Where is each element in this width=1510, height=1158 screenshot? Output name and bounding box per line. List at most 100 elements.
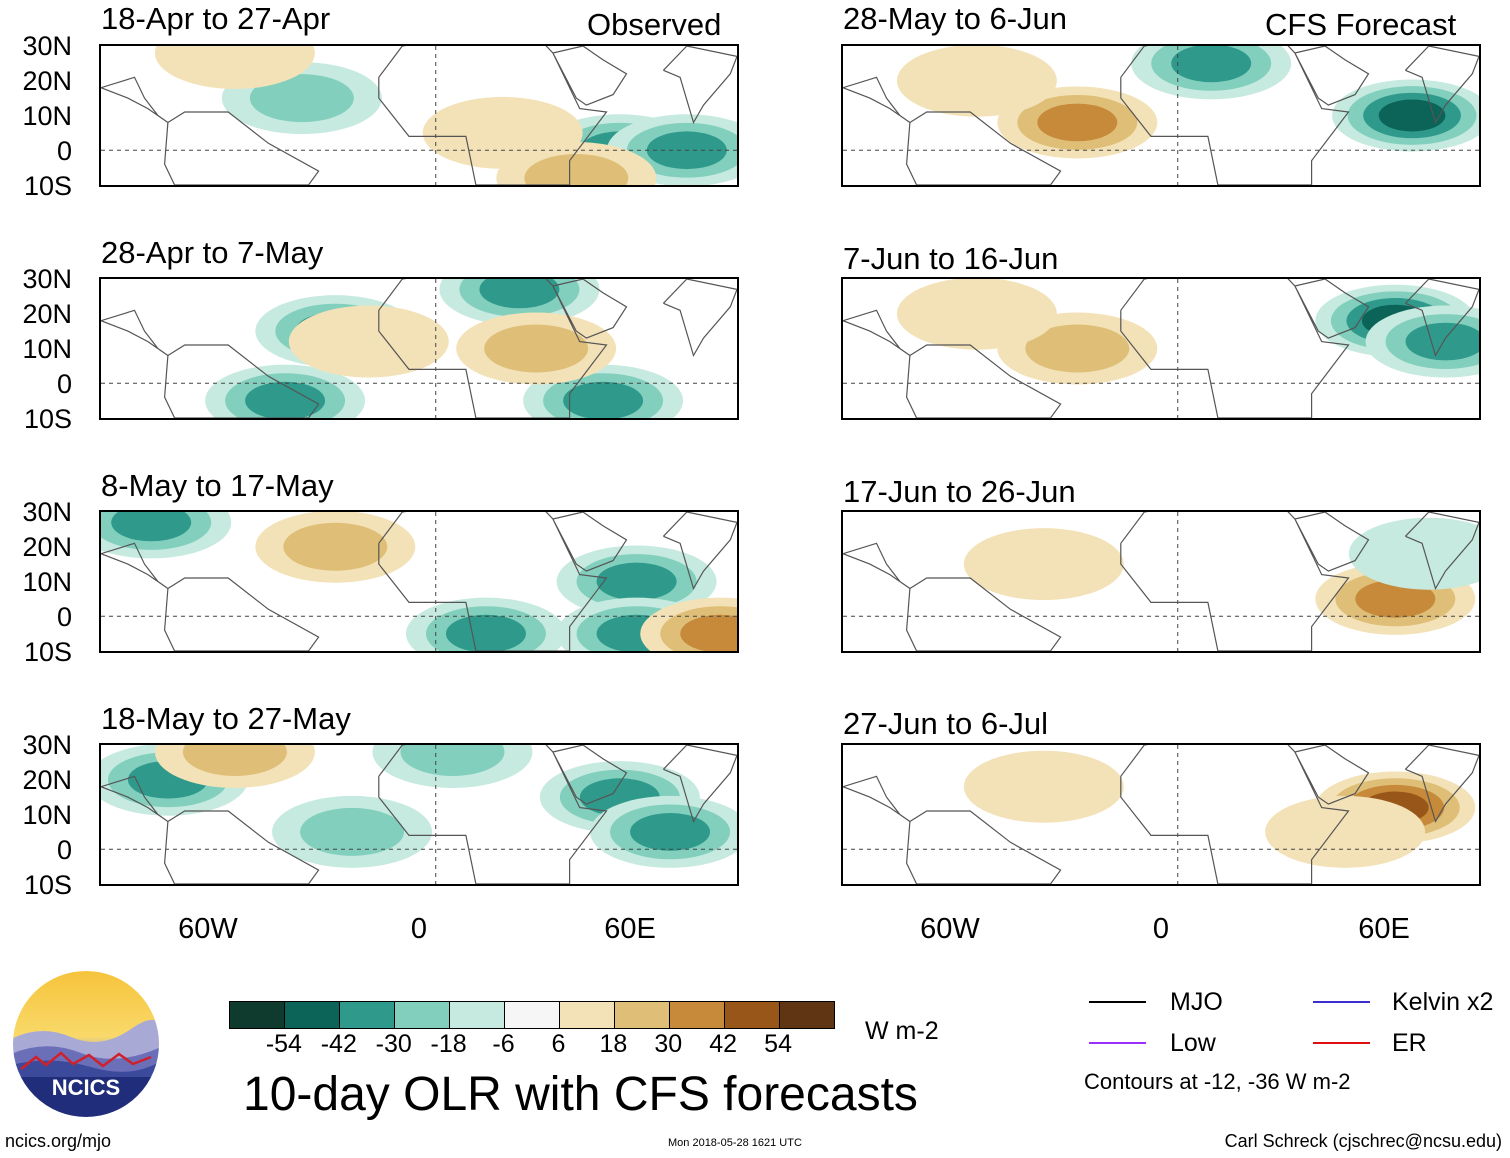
olr-anomaly-blob — [963, 750, 1124, 823]
footer-author: Carl Schreck (cjschrec@ncsu.edu) — [1224, 1131, 1502, 1151]
olr-anomaly-blob — [1171, 46, 1252, 83]
y-tick-panel3-10s: 10S — [23, 637, 72, 667]
header-cfs-forecast: CFS Forecast — [1265, 7, 1457, 42]
olr-anomaly-blob — [896, 279, 1057, 350]
footer-timestamp: Mon 2018-05-28 1621 UTC — [668, 1137, 802, 1149]
olr-anomaly-blob — [896, 46, 1057, 117]
map-svg-fcst-3 — [843, 512, 1479, 651]
olr-anomaly-blob — [245, 381, 326, 418]
olr-anomaly-blob — [288, 305, 449, 378]
olr-anomaly-blob — [300, 807, 405, 856]
olr-anomaly-blob — [1355, 580, 1436, 618]
panel-title-obs-4: 18-May to 27-May — [101, 701, 351, 736]
olr-anomaly-blob — [963, 528, 1124, 601]
legend-label-er: ER — [1392, 1029, 1427, 1057]
olr-anomaly-blob — [1378, 99, 1446, 132]
map-panel-fcst-4 — [841, 743, 1481, 886]
colorbar-tick-1: -42 — [320, 1030, 357, 1058]
y-tick-panel2-0: 0 — [56, 369, 72, 399]
panel-title-obs-2: 28-Apr to 7-May — [101, 235, 324, 270]
header-observed: Observed — [587, 7, 722, 42]
colorbar-swatch-2 — [340, 1002, 395, 1028]
panel-title-obs-1: 18-Apr to 27-Apr — [101, 1, 331, 36]
panel-title-fcst-3: 17-Jun to 26-Jun — [843, 474, 1076, 509]
y-tick-panel1-10n: 10N — [22, 101, 72, 131]
legend-line-er — [1313, 1042, 1370, 1044]
olr-anomaly-blob — [524, 154, 629, 185]
y-tick-panel1-0: 0 — [56, 136, 72, 166]
olr-anomaly-blob — [445, 614, 526, 651]
colorbar-tick-0: -54 — [265, 1030, 302, 1058]
olr-anomaly-blob — [154, 46, 315, 89]
olr-anomaly-blob — [680, 614, 737, 651]
x-tick-left-60e: 60E — [604, 913, 656, 945]
colorbar-swatch-0 — [230, 1002, 285, 1028]
colorbar-swatch-3 — [395, 1002, 450, 1028]
colorbar-tick-2: -30 — [375, 1030, 412, 1058]
legend-line-mjo — [1089, 1001, 1146, 1003]
olr-anomaly-blob — [400, 745, 505, 776]
map-panel-fcst-3 — [841, 510, 1481, 653]
map-panel-fcst-2 — [841, 277, 1481, 420]
olr-anomaly-blob — [1265, 795, 1426, 868]
y-tick-panel3-20n: 20N — [22, 532, 72, 562]
colorbar-tick-8: 42 — [709, 1030, 738, 1058]
y-tick-panel4-30n: 30N — [22, 730, 72, 760]
map-svg-obs-1 — [101, 46, 737, 185]
colorbar-swatch-1 — [285, 1002, 340, 1028]
map-svg-fcst-2 — [843, 279, 1479, 418]
olr-anomaly-blob — [111, 512, 192, 542]
map-svg-obs-4 — [101, 745, 737, 884]
map-svg-fcst-4 — [843, 745, 1479, 884]
x-tick-right-60w: 60W — [920, 913, 980, 945]
legend-label-kelvin: Kelvin x2 — [1392, 988, 1494, 1016]
panel-title-obs-3: 8-May to 17-May — [101, 468, 334, 503]
colorbar-swatch-8 — [670, 1002, 725, 1028]
olr-anomaly-blob — [630, 813, 711, 851]
panel-title-fcst-2: 7-Jun to 16-Jun — [843, 241, 1059, 276]
panel-title-fcst-4: 27-Jun to 6-Jul — [843, 706, 1049, 741]
x-tick-left-0: 0 — [410, 913, 428, 945]
map-svg-obs-2 — [101, 279, 737, 418]
olr-anomaly-blob — [1037, 103, 1118, 142]
colorbar-swatch-5 — [505, 1002, 560, 1028]
olr-anomaly-blob — [484, 324, 589, 373]
coastline — [843, 745, 1479, 884]
y-tick-panel3-30n: 30N — [22, 497, 72, 527]
colorbar-tick-5: 6 — [551, 1030, 566, 1058]
ncics-logo: NCICS — [11, 969, 161, 1119]
map-panel-obs-3 — [99, 510, 739, 653]
y-tick-panel4-0: 0 — [56, 835, 72, 865]
y-tick-panel3-10n: 10N — [22, 567, 72, 597]
y-tick-panel4-20n: 20N — [22, 765, 72, 795]
main-title: 10-day OLR with CFS forecasts — [243, 1068, 918, 1121]
coastline — [101, 279, 737, 418]
coastline — [101, 46, 737, 185]
colorbar-swatch-7 — [615, 1002, 670, 1028]
olr-anomaly-blob — [563, 381, 644, 418]
coastline — [101, 745, 737, 884]
olr-anomaly-blob — [249, 74, 354, 123]
colorbar-tick-3: -18 — [430, 1030, 467, 1058]
y-tick-panel4-10s: 10S — [23, 870, 72, 900]
map-svg-obs-3 — [101, 512, 737, 651]
contour-note: Contours at -12, -36 W m-2 — [1084, 1069, 1351, 1094]
map-panel-obs-2 — [99, 277, 739, 420]
olr-anomaly-blob — [1348, 517, 1479, 590]
colorbar-units: W m-2 — [865, 1017, 939, 1045]
coastline — [843, 512, 1479, 651]
olr-anomaly-blob — [1405, 322, 1479, 361]
y-tick-panel2-20n: 20N — [22, 299, 72, 329]
coastline — [101, 512, 737, 651]
logo-text: NCICS — [52, 1075, 120, 1100]
y-tick-panel2-30n: 30N — [22, 264, 72, 294]
y-tick-panel2-10n: 10N — [22, 334, 72, 364]
coastline — [843, 46, 1479, 185]
footer-site: ncics.org/mjo — [5, 1131, 112, 1151]
colorbar — [229, 1001, 835, 1029]
map-svg-fcst-1 — [843, 46, 1479, 185]
panel-title-fcst-1: 28-May to 6-Jun — [843, 1, 1067, 36]
colorbar-swatch-4 — [450, 1002, 505, 1028]
colorbar-tick-9: 54 — [764, 1030, 792, 1058]
colorbar-swatch-9 — [725, 1002, 780, 1028]
